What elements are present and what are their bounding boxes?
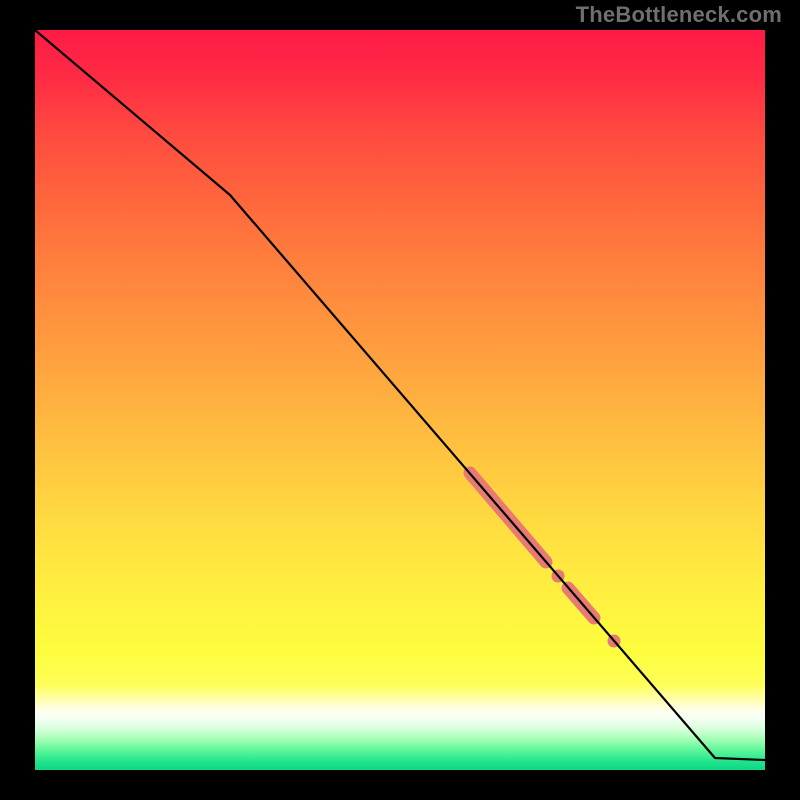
watermark-label: TheBottleneck.com (576, 2, 782, 28)
plot-area (35, 30, 765, 770)
gradient-background (35, 30, 765, 770)
chart-svg (0, 0, 800, 800)
chart-stage: TheBottleneck.com (0, 0, 800, 800)
